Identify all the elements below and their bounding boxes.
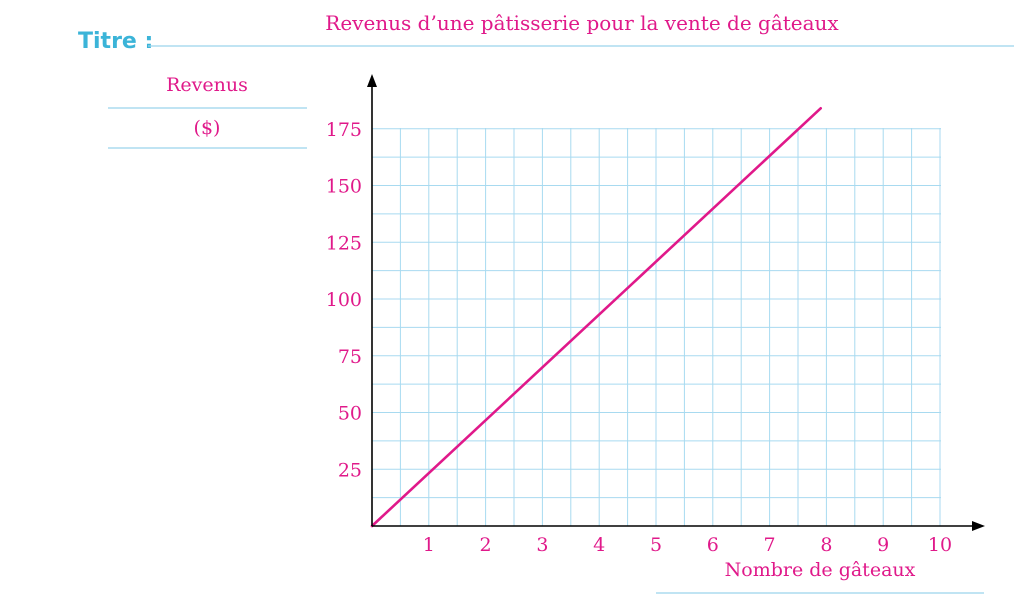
x-tick-label: 6 bbox=[707, 534, 719, 556]
y-tick-label: 25 bbox=[338, 459, 362, 481]
y-tick-label: 125 bbox=[326, 232, 362, 254]
x-tick-label: 1 bbox=[423, 534, 435, 556]
grid bbox=[372, 128, 941, 526]
y-tick-label: 150 bbox=[326, 176, 362, 198]
x-tick-label: 10 bbox=[928, 534, 952, 556]
series-line bbox=[370, 107, 823, 528]
x-tick-label: 8 bbox=[820, 534, 832, 556]
x-axis-label: Nombre de gâteaux bbox=[725, 559, 916, 581]
x-tick-label: 9 bbox=[877, 534, 889, 556]
x-tick-label: 7 bbox=[764, 534, 776, 556]
series-layer bbox=[370, 107, 823, 528]
y-axis-label: Revenus bbox=[166, 74, 248, 96]
tick-labels: 1 2 3 4 5 6 7 8 9 10 25 50 75 100 125 150 175 bbox=[326, 119, 952, 556]
y-tick-label: 50 bbox=[338, 403, 362, 425]
y-axis-unit: ($) bbox=[194, 117, 221, 139]
x-tick-label: 3 bbox=[536, 534, 548, 556]
y-tick-label: 75 bbox=[338, 346, 362, 368]
y-axis-arrow bbox=[367, 74, 377, 87]
x-axis-arrow bbox=[972, 521, 985, 531]
y-tick-label: 100 bbox=[326, 289, 362, 311]
axes bbox=[367, 74, 985, 531]
x-tick-label: 2 bbox=[480, 534, 492, 556]
titre-label: Titre : bbox=[78, 29, 153, 54]
x-tick-label: 4 bbox=[593, 534, 605, 556]
x-tick-label: 5 bbox=[650, 534, 662, 556]
y-tick-label: 175 bbox=[326, 119, 362, 141]
chart-title: Revenus d’une pâtisserie pour la vente d… bbox=[325, 11, 839, 35]
